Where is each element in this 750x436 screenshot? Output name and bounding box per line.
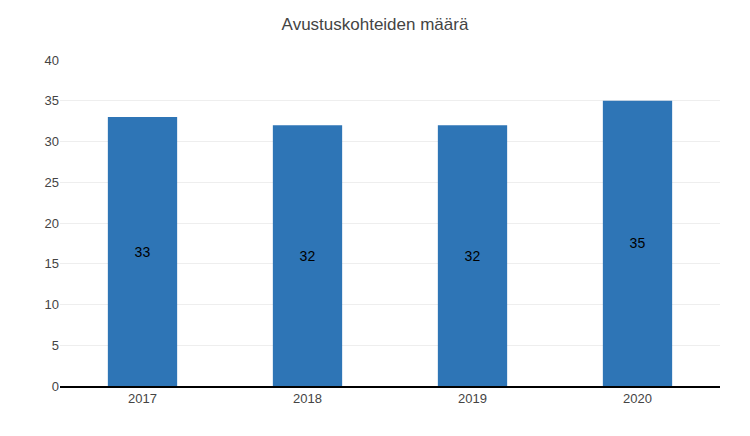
svg-text:10: 10 [45, 297, 59, 312]
svg-text:2018: 2018 [293, 391, 322, 406]
svg-text:40: 40 [45, 53, 59, 68]
svg-text:32: 32 [465, 248, 481, 264]
svg-text:2019: 2019 [458, 391, 487, 406]
svg-text:2020: 2020 [623, 391, 652, 406]
svg-text:20: 20 [45, 216, 59, 231]
svg-text:15: 15 [45, 256, 59, 271]
svg-text:25: 25 [45, 175, 59, 190]
svg-text:30: 30 [45, 134, 59, 149]
svg-text:35: 35 [630, 235, 646, 251]
svg-text:35: 35 [45, 93, 59, 108]
svg-text:32: 32 [300, 248, 316, 264]
svg-text:2017: 2017 [128, 391, 157, 406]
svg-text:33: 33 [135, 244, 151, 260]
svg-text:5: 5 [52, 338, 59, 353]
svg-text:Avustuskohteiden määrä: Avustuskohteiden määrä [282, 15, 469, 34]
svg-text:0: 0 [52, 379, 59, 394]
